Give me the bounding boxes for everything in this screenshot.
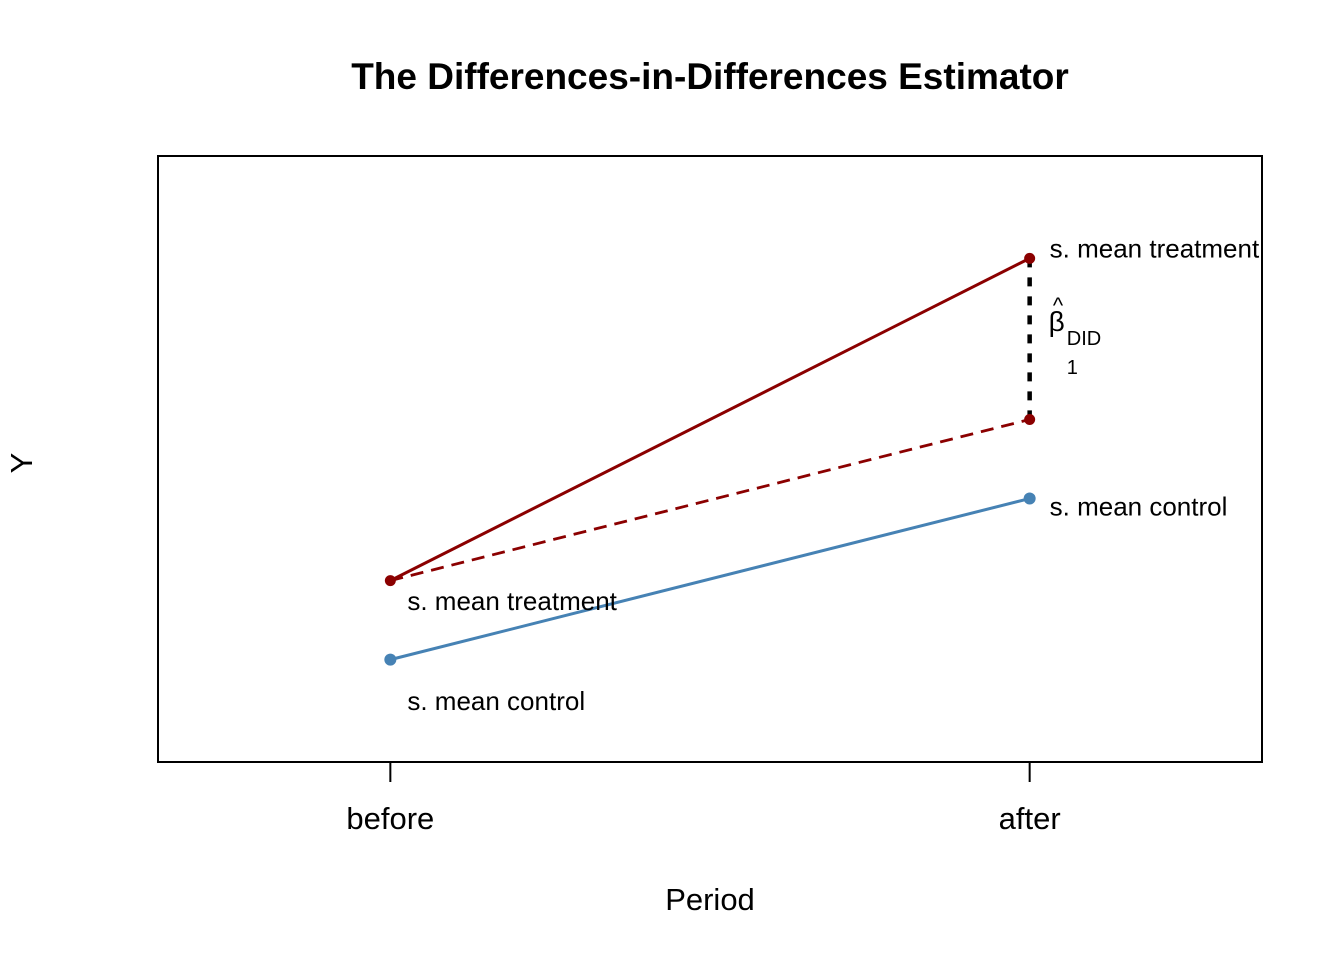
- x-axis-label: Period: [665, 882, 755, 917]
- y-axis-label: Y: [4, 452, 39, 474]
- series-line-2: [389, 497, 1031, 662]
- plot-frame: [157, 155, 1263, 763]
- plot-area: s. mean treatment s. mean control s. mea…: [157, 155, 1263, 782]
- plot-canvas: [157, 155, 1263, 782]
- series-line-0: [389, 257, 1031, 582]
- data-point-series-2-after: [1023, 492, 1036, 505]
- beta-scripts: DID 1: [1067, 329, 1101, 378]
- annotation-mean-treatment-after: s. mean treatment: [1049, 234, 1260, 265]
- chart-title: The Differences-in-Differences Estimator: [351, 56, 1069, 97]
- data-point-series-2-before: [384, 653, 397, 666]
- x-tick-label-before: before: [346, 801, 435, 836]
- annotation-mean-treatment-before: s. mean treatment: [407, 585, 617, 616]
- x-tick-label-after: after: [998, 801, 1061, 836]
- beta-superscript-did: DID: [1066, 328, 1102, 351]
- data-point-series-1-after: [1024, 413, 1036, 425]
- beta-hat-group: ^ β: [1048, 295, 1065, 338]
- did-estimator-label: ^ β DID 1: [1048, 295, 1102, 379]
- annotation-mean-control-after: s. mean control: [1049, 491, 1228, 522]
- annotation-mean-control-before: s. mean control: [407, 685, 586, 716]
- series-line-1: [390, 418, 1030, 582]
- data-point-series-0-after: [1024, 252, 1036, 264]
- beta-subscript-one: 1: [1066, 357, 1078, 380]
- data-point-series-0-before: [384, 575, 396, 587]
- beta-hat-accent: ^: [1052, 292, 1064, 318]
- beta-symbol: β: [1048, 306, 1065, 338]
